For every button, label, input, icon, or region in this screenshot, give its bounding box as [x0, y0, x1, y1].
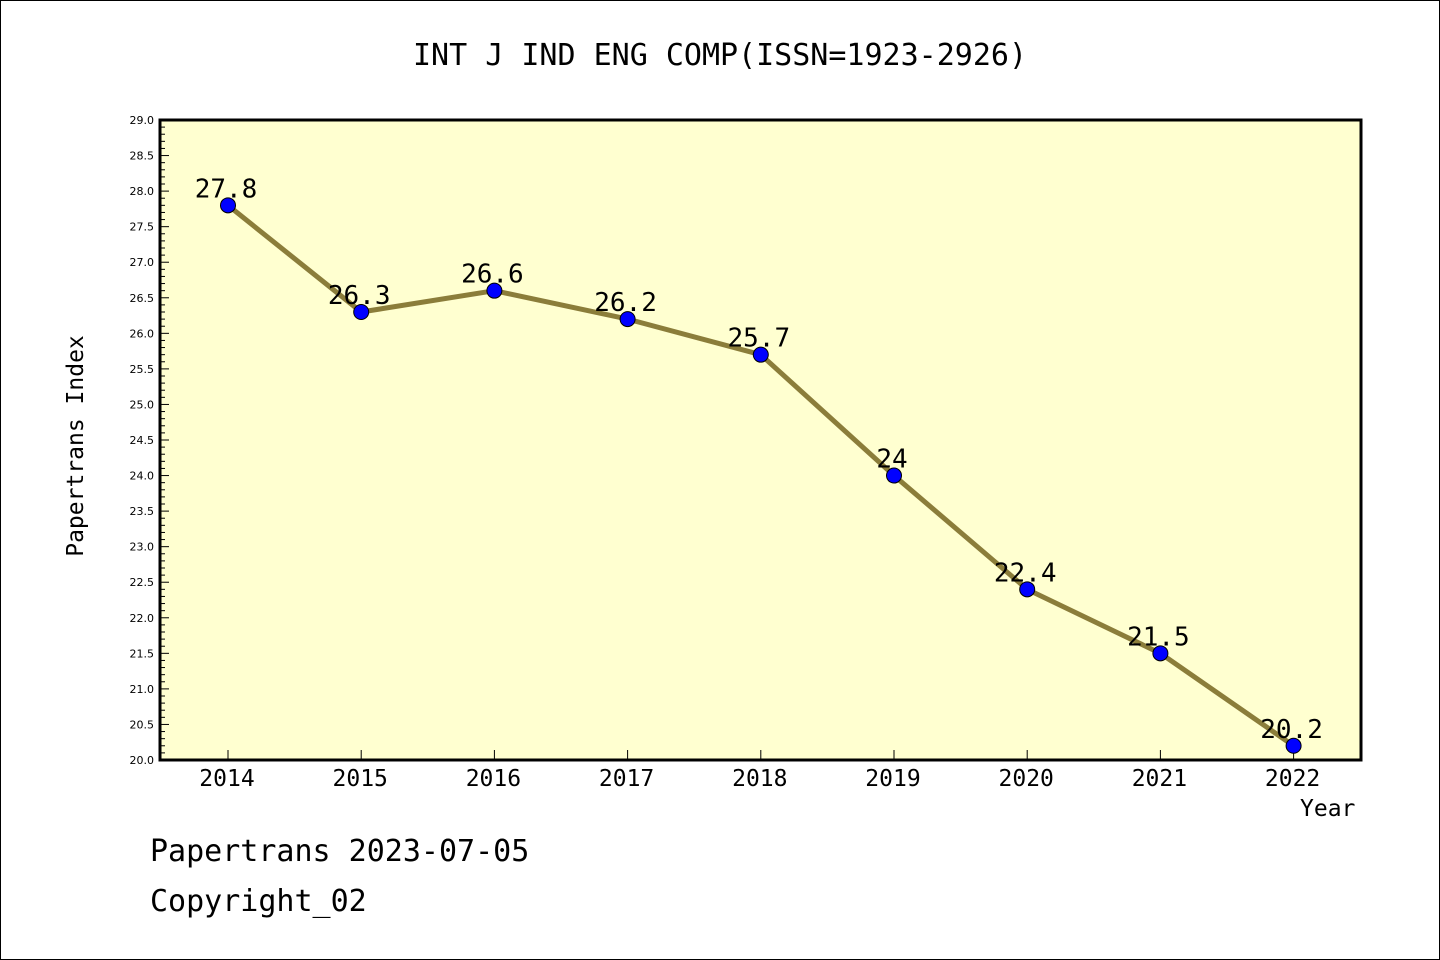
- x-tick-label: 2014: [199, 766, 254, 792]
- y-tick-label: 28.0: [130, 185, 155, 198]
- y-tick-label: 29.0: [130, 114, 155, 127]
- x-tick-label: 2015: [333, 766, 388, 792]
- data-point: [1019, 581, 1036, 598]
- data-point: [220, 197, 236, 214]
- footer-date: Papertrans 2023-07-05: [150, 834, 530, 869]
- y-tick-label: 27.5: [130, 221, 155, 234]
- data-point: [1285, 737, 1302, 754]
- chart-title: INT J IND ENG COMP(ISSN=1923-2926): [412, 38, 1028, 73]
- data-label: 22.4: [994, 558, 1057, 588]
- y-tick-label: 27.0: [130, 256, 155, 269]
- footer-copyright: Copyright_02: [150, 884, 367, 919]
- x-tick-label: 2016: [466, 766, 521, 792]
- y-tick-label: 26.0: [130, 327, 155, 340]
- data-label: 26.3: [328, 281, 391, 311]
- data-point: [619, 311, 636, 328]
- data-point: [886, 467, 902, 484]
- x-tick-label: 2020: [999, 766, 1054, 792]
- y-tick-label: 24.5: [130, 434, 155, 447]
- x-tick-label: 2022: [1265, 766, 1320, 792]
- data-label: 24: [876, 445, 907, 475]
- data-label: 26.2: [594, 288, 657, 318]
- y-tick-label: 23.0: [130, 541, 155, 554]
- data-point: [353, 304, 370, 320]
- plot-area: [160, 120, 1361, 760]
- data-point: [1152, 645, 1169, 662]
- y-tick-label: 22.5: [130, 576, 155, 589]
- x-tick-label: 2018: [732, 766, 787, 792]
- data-label: 26.6: [461, 260, 524, 290]
- data-point: [752, 346, 769, 363]
- y-tick-label: 28.5: [130, 150, 155, 163]
- x-tick-label: 2019: [865, 766, 920, 792]
- y-tick-label: 25.5: [130, 363, 155, 376]
- y-tick-label: 21.5: [130, 647, 155, 660]
- data-label: 27.8: [195, 174, 258, 204]
- y-tick-label: 20.0: [130, 754, 155, 767]
- data-label: 21.5: [1127, 622, 1190, 652]
- data-label: 25.7: [727, 324, 790, 354]
- y-tick-label: 22.0: [130, 612, 155, 625]
- x-axis-label: Year: [1300, 796, 1356, 822]
- data-label: 20.2: [1260, 715, 1323, 745]
- x-tick-label: 2017: [599, 766, 654, 792]
- y-tick-label: 24.0: [130, 470, 155, 483]
- y-tick-label: 26.5: [130, 292, 155, 305]
- y-tick-label: 21.0: [130, 683, 155, 696]
- y-tick-label: 20.5: [130, 718, 155, 731]
- x-tick-label: 2021: [1132, 766, 1187, 792]
- data-point: [486, 282, 503, 299]
- y-tick-label: 23.5: [130, 505, 155, 518]
- y-tick-label: 25.0: [130, 398, 155, 411]
- plot-border: [158, 118, 1363, 762]
